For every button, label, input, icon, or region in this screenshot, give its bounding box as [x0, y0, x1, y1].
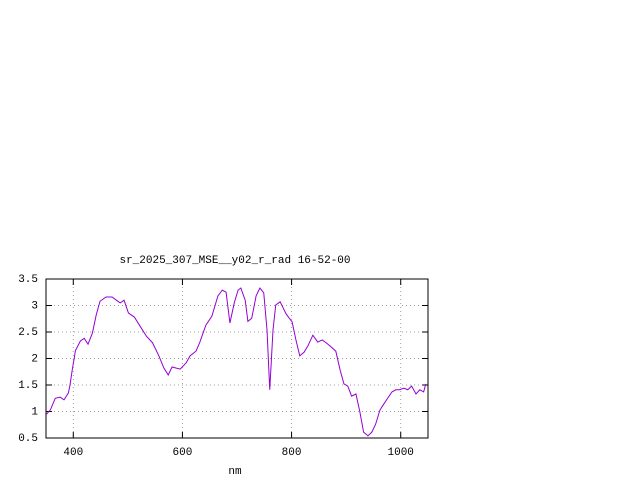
- x-tick-label: 1000: [388, 447, 414, 459]
- data-line: [46, 287, 427, 437]
- x-tick-label: 400: [63, 447, 83, 459]
- y-tick-label: 3.5: [18, 274, 38, 286]
- y-tick-label: 0.5: [18, 433, 38, 445]
- x-axis-label: nm: [228, 466, 242, 478]
- y-tick-label: 1.5: [18, 380, 38, 392]
- y-tick-label: 2.5: [18, 327, 38, 339]
- y-tick-label: 3: [31, 300, 38, 312]
- x-tick-label: 600: [173, 447, 193, 459]
- y-tick-label: 1: [31, 406, 38, 418]
- plot-border: [45, 278, 429, 439]
- x-tick-label: 800: [282, 447, 302, 459]
- y-tick-label: 2: [31, 353, 38, 365]
- chart-title: sr_2025_307_MSE__y02_r_rad 16-52-00: [119, 255, 350, 267]
